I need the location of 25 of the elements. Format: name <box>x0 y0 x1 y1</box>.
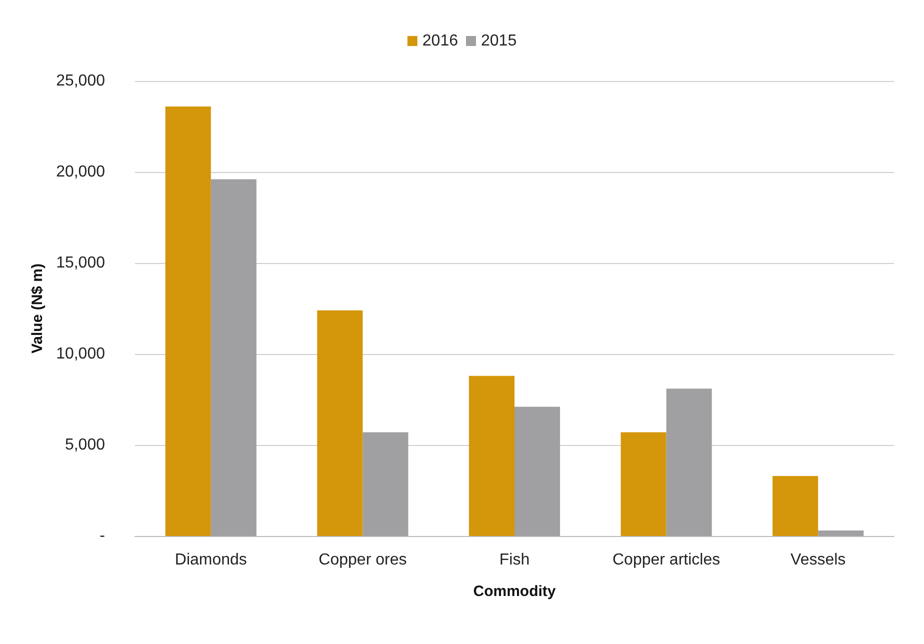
y-tick-label: 25,000 <box>56 72 106 90</box>
y-tick-label: 5,000 <box>64 436 106 454</box>
bar <box>620 432 666 536</box>
x-tick-label: Copper ores <box>318 552 407 568</box>
bar <box>362 432 408 536</box>
x-tick-label: Vessels <box>790 552 846 568</box>
y-tick-label: 10,000 <box>56 346 106 362</box>
y-tick-label: 15,000 <box>56 254 106 272</box>
bar <box>317 310 363 536</box>
legend-label: 2015 <box>481 32 517 50</box>
bar <box>468 376 514 536</box>
bar <box>165 106 211 536</box>
y-axis-title: Value (N$ m) <box>29 263 46 354</box>
x-axis-title: Commodity <box>473 583 556 600</box>
bar <box>818 530 864 536</box>
x-tick-label: Fish <box>499 552 530 568</box>
bar <box>666 388 712 536</box>
x-tick-label: Copper articles <box>612 552 720 568</box>
bar <box>514 406 560 536</box>
bar <box>772 476 818 536</box>
x-tick-label: Diamonds <box>174 552 247 568</box>
bar <box>210 179 256 536</box>
y-tick-label: 20,000 <box>56 164 106 180</box>
legend-label: 2016 <box>422 32 458 50</box>
y-tick-label: - <box>100 528 105 544</box>
